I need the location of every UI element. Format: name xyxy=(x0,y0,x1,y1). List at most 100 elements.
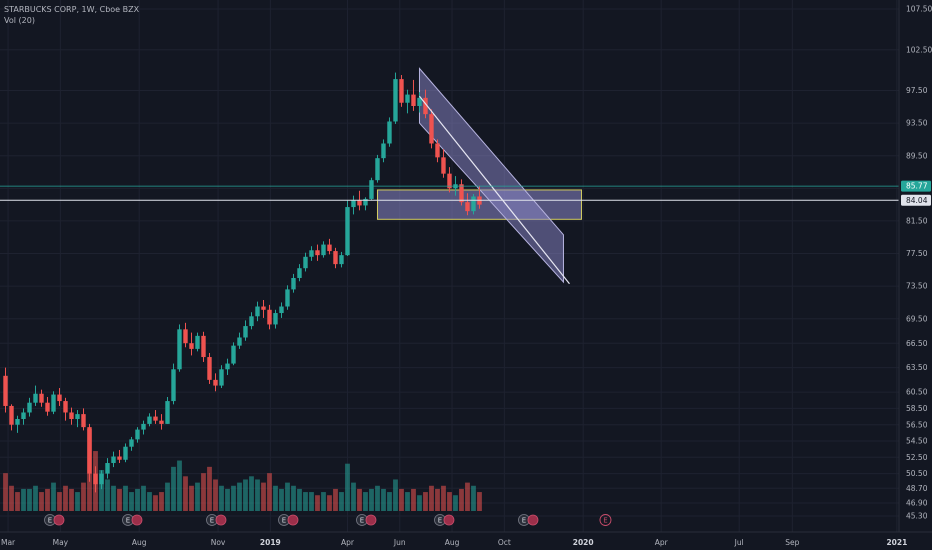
volume-bar xyxy=(105,479,110,511)
candle-body xyxy=(135,429,140,440)
volume-bar xyxy=(123,485,128,511)
volume-bar xyxy=(201,473,206,511)
price-tick-label: 89.50 xyxy=(906,151,928,160)
price-tick-label: 107.50 xyxy=(906,5,932,14)
volume-bar xyxy=(309,492,314,511)
candle-body xyxy=(69,412,74,420)
volume-bar xyxy=(141,485,146,511)
candle-body xyxy=(219,369,224,386)
volume-bar xyxy=(387,492,392,511)
candle-body xyxy=(105,463,110,474)
dividend-icon xyxy=(527,514,539,526)
volume-bar xyxy=(267,473,272,511)
volume-bar xyxy=(399,488,404,511)
volume-bar xyxy=(69,488,74,511)
volume-bar xyxy=(183,476,188,511)
earnings-marker[interactable]: E xyxy=(206,514,227,526)
price-tick-label: 81.50 xyxy=(906,217,928,226)
grid-lines xyxy=(0,0,899,532)
price-tick-label: 93.50 xyxy=(906,119,928,128)
time-tick-label: Mar xyxy=(1,538,16,547)
candle-body xyxy=(423,97,428,115)
earnings-label: E xyxy=(360,517,364,525)
candle-body xyxy=(45,402,50,412)
earnings-marker[interactable]: E xyxy=(356,514,377,526)
candle-body xyxy=(93,473,98,485)
volume-bar xyxy=(285,482,290,511)
earnings-label: E xyxy=(438,517,442,525)
price-tick-label: 102.50 xyxy=(906,45,932,54)
earnings-label: E xyxy=(522,517,526,525)
volume-bar xyxy=(231,485,236,511)
earnings-marker[interactable]: E xyxy=(122,514,143,526)
volume-bar xyxy=(33,485,38,511)
price-tick-label: 69.50 xyxy=(906,314,928,323)
dividend-icon xyxy=(53,514,65,526)
symbol-title[interactable]: STARBUCKS CORP, 1W, Cboe BZX xyxy=(4,5,140,14)
candle-body xyxy=(297,268,302,278)
price-tick-label: 45.30 xyxy=(906,512,928,521)
time-tick-label: Apr xyxy=(655,538,669,547)
candle-body xyxy=(195,335,200,349)
candle-body xyxy=(291,277,296,290)
volume-bar xyxy=(3,473,8,511)
volume-bar xyxy=(159,492,164,511)
time-tick-label: May xyxy=(53,538,69,547)
candle-body xyxy=(315,250,320,256)
earnings-label: E xyxy=(126,517,130,525)
volume-bar xyxy=(339,492,344,511)
candle-body xyxy=(9,405,14,425)
volume-bar xyxy=(435,488,440,511)
time-axis[interactable]: Mar May Aug Nov 2019 Apr Jun Aug Oct 2020 Apr Jul Se… xyxy=(1,538,932,547)
price-axis[interactable]: 45.30 46.90 48.70 50.50 52.50 54.50 56.50 58.50… xyxy=(901,5,932,521)
candle-body xyxy=(153,416,158,421)
dividend-icon xyxy=(287,514,299,526)
candle-body xyxy=(321,244,326,256)
trend-line-layer[interactable] xyxy=(419,95,570,285)
volume-bar xyxy=(417,495,422,511)
candle-body xyxy=(21,412,26,420)
earnings-marker[interactable]: E xyxy=(278,514,299,526)
volume-bar xyxy=(75,492,80,511)
volume-bar xyxy=(345,463,350,511)
price-tick-label: 46.90 xyxy=(906,499,928,508)
volume-indicator-title[interactable]: Vol (20) xyxy=(4,16,35,25)
volume-bar xyxy=(117,488,122,511)
candle-body xyxy=(141,423,146,430)
volume-bar xyxy=(261,482,266,511)
time-tick-label: Aug xyxy=(132,538,147,547)
candle-body xyxy=(327,244,332,252)
volume-bar xyxy=(207,466,212,511)
candle-body xyxy=(213,379,218,386)
volume-bar xyxy=(357,488,362,511)
volume-bar xyxy=(81,482,86,511)
time-tick-label: Apr xyxy=(341,538,355,547)
earnings-marker[interactable]: E xyxy=(434,514,455,526)
earnings-marker[interactable]: E xyxy=(518,514,539,526)
candle-body xyxy=(189,343,194,349)
volume-bar xyxy=(189,485,194,511)
candle-body xyxy=(357,200,362,206)
volume-bar xyxy=(15,492,20,511)
candle-body xyxy=(447,173,452,189)
earnings-marker[interactable]: E xyxy=(44,514,65,526)
volume-bar xyxy=(471,485,476,511)
trend-line[interactable] xyxy=(419,95,570,285)
candle-body xyxy=(261,306,266,310)
time-tick-label: Sep xyxy=(785,538,799,547)
earnings-label: E xyxy=(48,517,52,525)
candle-body xyxy=(369,180,374,199)
volume-bar xyxy=(195,482,200,511)
price-tick-label: 97.50 xyxy=(906,86,928,95)
volume-bar xyxy=(51,482,56,511)
volume-bar xyxy=(393,479,398,511)
volume-bar xyxy=(165,482,170,511)
candle-body xyxy=(123,446,128,460)
candle-body xyxy=(87,427,92,474)
volume-bar xyxy=(171,466,176,511)
earnings-marker[interactable]: E xyxy=(599,514,612,526)
candle-body xyxy=(99,473,104,485)
price-tick-label: 52.50 xyxy=(906,453,928,462)
